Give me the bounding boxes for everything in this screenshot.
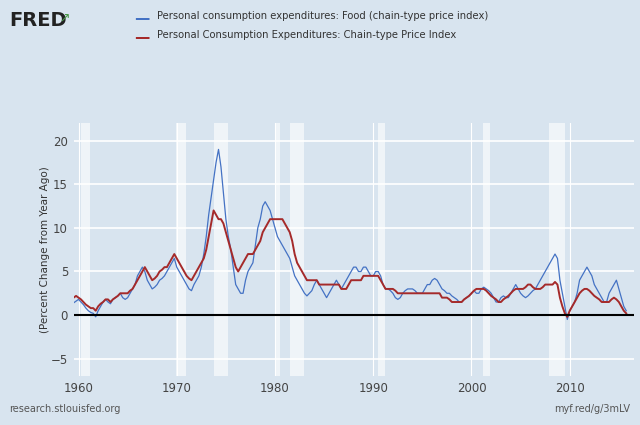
Bar [81, 123, 90, 376]
Text: Personal consumption expenditures: Food (chain-type price index): Personal consumption expenditures: Food … [157, 11, 488, 21]
Text: —: — [134, 11, 150, 26]
Y-axis label: (Percent Change from Year Ago): (Percent Change from Year Ago) [40, 166, 50, 333]
Bar [483, 123, 490, 376]
Text: myf.red/g/3mLV: myf.red/g/3mLV [554, 404, 630, 414]
Bar [290, 123, 304, 376]
Text: —: — [134, 30, 150, 45]
Text: Personal Consumption Expenditures: Chain-type Price Index: Personal Consumption Expenditures: Chain… [157, 30, 456, 40]
Bar [176, 123, 186, 376]
Bar [378, 123, 385, 376]
Text: research.stlouisfed.org: research.stlouisfed.org [10, 404, 121, 414]
Bar [549, 123, 565, 376]
Text: FRED: FRED [10, 11, 67, 30]
Bar [214, 123, 228, 376]
Bar [275, 123, 280, 376]
Text: ↗: ↗ [60, 12, 70, 25]
